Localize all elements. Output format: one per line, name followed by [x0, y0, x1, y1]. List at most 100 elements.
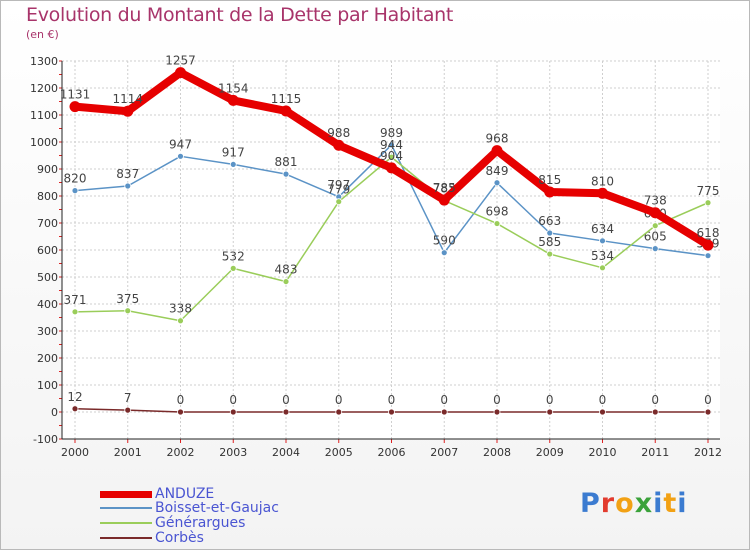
- chart-subtitle: (en €): [26, 28, 59, 41]
- data-point-boisset-et-gaujac: [282, 170, 290, 178]
- y-tick-label: 900: [37, 163, 58, 176]
- legend-item-corbes: Corbès: [100, 530, 204, 546]
- data-point-anduze: [280, 105, 292, 117]
- data-label-corbes: 0: [229, 393, 237, 407]
- data-point-anduze: [491, 145, 503, 157]
- x-tick-label: 2009: [536, 446, 564, 459]
- data-label-generargues: 338: [169, 302, 192, 316]
- data-point-generargues: [282, 278, 290, 285]
- y-tick-label: 400: [37, 298, 58, 311]
- legend-swatch-corbes: [100, 537, 152, 539]
- data-point-generargues: [71, 308, 79, 316]
- data-label-corbes: 7: [124, 391, 132, 405]
- data-point-generargues: [177, 317, 184, 325]
- x-tick-label: 2008: [483, 446, 511, 459]
- legend-item-boisset-et-gaujac: Boisset-et-Gaujac: [100, 500, 279, 516]
- data-label-boisset-et-gaujac: 849: [486, 164, 509, 178]
- data-label-corbes: 0: [388, 393, 396, 407]
- data-point-anduze: [649, 207, 661, 219]
- data-point-anduze: [702, 239, 714, 251]
- data-point-boisset-et-gaujac: [651, 245, 659, 253]
- data-label-corbes: 0: [177, 393, 185, 407]
- data-label-boisset-et-gaujac: 663: [538, 214, 561, 228]
- chart-title: Evolution du Montant de la Dette par Hab…: [26, 4, 454, 26]
- data-label-corbes: 0: [440, 393, 448, 407]
- data-point-generargues: [335, 198, 343, 206]
- logo-letter: P: [580, 488, 601, 519]
- data-point-anduze: [597, 187, 608, 199]
- logo-letter: t: [663, 488, 678, 519]
- data-point-corbes: [177, 408, 184, 416]
- data-point-corbes: [546, 408, 554, 416]
- data-point-generargues: [493, 220, 501, 227]
- data-label-corbes: 0: [493, 393, 501, 407]
- data-point-generargues: [546, 250, 554, 258]
- data-point-boisset-et-gaujac: [177, 152, 184, 160]
- data-point-boisset-et-gaujac: [440, 249, 448, 257]
- x-tick-label: 2003: [219, 446, 247, 459]
- legend-swatch-anduze: [100, 490, 152, 498]
- data-label-generargues: 775: [697, 184, 720, 198]
- data-label-boisset-et-gaujac: 947: [169, 137, 192, 151]
- data-point-corbes: [651, 408, 659, 416]
- data-label-boisset-et-gaujac: 590: [433, 234, 456, 248]
- x-tick-label: 2011: [641, 446, 669, 459]
- data-label-anduze: 815: [538, 173, 561, 187]
- logo-letter: i: [653, 488, 664, 519]
- data-label-anduze: 738: [644, 194, 667, 208]
- y-tick-label: 700: [37, 217, 58, 230]
- x-tick-label: 2005: [325, 446, 353, 459]
- data-label-anduze: 810: [591, 174, 614, 188]
- data-point-boisset-et-gaujac: [704, 252, 712, 260]
- data-label-anduze: 1115: [271, 92, 302, 106]
- y-tick-label: 1300: [30, 55, 58, 68]
- legend-item-anduze: ANDUZE: [100, 486, 214, 502]
- data-label-generargues: 944: [380, 138, 403, 152]
- data-point-generargues: [704, 199, 712, 207]
- y-tick-label: 0: [51, 406, 58, 419]
- data-label-anduze: 785: [433, 181, 456, 195]
- legend-label-generargues: Générargues: [155, 515, 246, 531]
- data-label-anduze: 968: [486, 132, 509, 146]
- data-point-boisset-et-gaujac: [388, 141, 395, 149]
- y-tick-label: 800: [37, 190, 58, 203]
- data-point-corbes: [71, 405, 79, 413]
- data-label-anduze: 1257: [165, 54, 196, 68]
- data-label-generargues: 534: [591, 249, 614, 263]
- y-tick-label: 500: [37, 271, 58, 284]
- data-label-corbes: 12: [67, 390, 82, 404]
- data-point-anduze: [69, 101, 81, 113]
- data-label-boisset-et-gaujac: 797: [327, 178, 350, 192]
- data-label-generargues: 371: [64, 293, 87, 307]
- data-label-boisset-et-gaujac: 881: [275, 155, 298, 169]
- data-label-anduze: 1114: [112, 92, 143, 106]
- data-point-boisset-et-gaujac: [493, 179, 501, 187]
- data-point-corbes: [282, 408, 290, 416]
- data-point-boisset-et-gaujac: [71, 187, 79, 195]
- data-label-anduze: 988: [327, 126, 350, 140]
- data-point-anduze: [438, 194, 450, 206]
- data-point-anduze: [122, 105, 134, 117]
- data-label-corbes: 0: [651, 393, 659, 407]
- legend-swatch-generargues: [100, 522, 152, 524]
- x-tick-label: 2004: [272, 446, 300, 459]
- data-label-anduze: 904: [380, 149, 403, 163]
- data-point-corbes: [599, 408, 606, 416]
- data-label-anduze: 1154: [218, 81, 249, 95]
- data-point-corbes: [335, 408, 343, 416]
- data-point-boisset-et-gaujac: [229, 161, 237, 168]
- data-point-corbes: [229, 408, 237, 416]
- data-point-generargues: [599, 264, 606, 272]
- legend-label-boisset-et-gaujac: Boisset-et-Gaujac: [155, 500, 279, 516]
- logo-letter: x: [634, 488, 654, 519]
- data-point-boisset-et-gaujac: [546, 229, 554, 237]
- y-tick-label: 200: [37, 352, 58, 365]
- y-tick-label: 300: [37, 325, 58, 338]
- data-label-generargues: 375: [116, 292, 139, 306]
- x-tick-label: 2001: [114, 446, 142, 459]
- y-tick-label: 1200: [30, 82, 58, 95]
- y-tick-label: 100: [37, 379, 58, 392]
- data-point-boisset-et-gaujac: [124, 182, 132, 190]
- data-label-generargues: 698: [486, 205, 509, 219]
